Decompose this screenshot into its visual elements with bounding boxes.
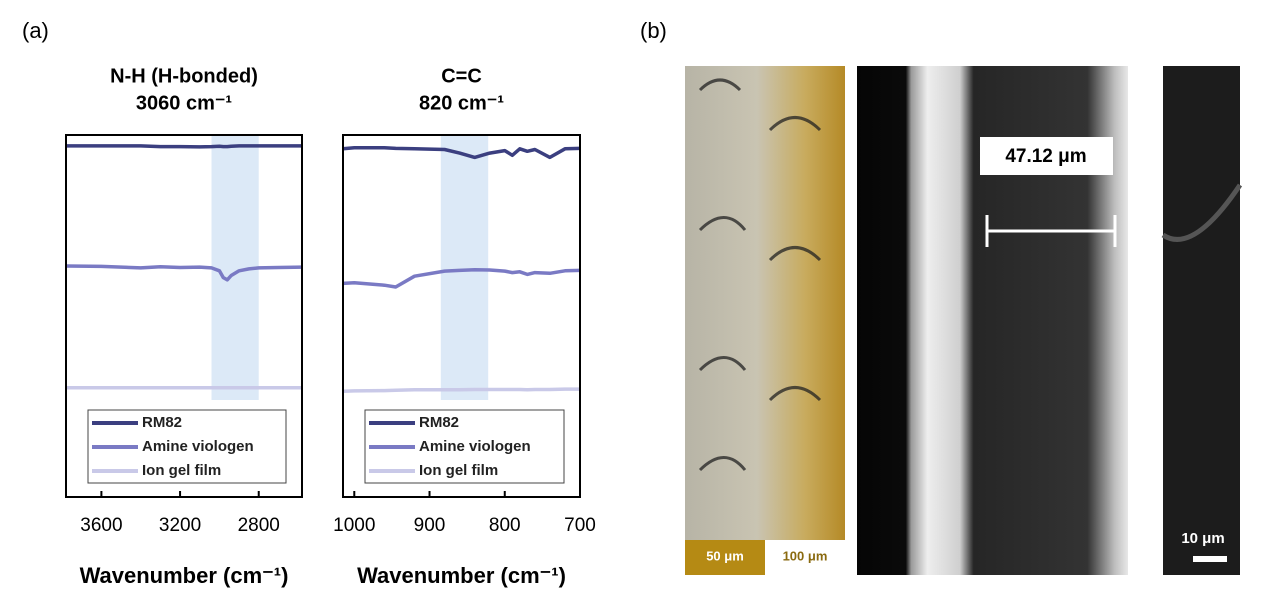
panel-label: (a) (22, 18, 49, 43)
chart-subtitle: 820 cm⁻¹ (419, 92, 504, 114)
scale-bar (1193, 556, 1227, 562)
spectrum-line (65, 264, 303, 282)
legend-label: RM82 (142, 414, 182, 431)
measure-box (980, 137, 1113, 175)
scale-label: 50 μm (706, 548, 744, 563)
chart-subtitle: 3060 cm⁻¹ (136, 92, 233, 114)
scale-box (685, 540, 765, 575)
plot-frame (342, 134, 581, 498)
fiber (1161, 183, 1243, 242)
legend-label: Ion gel film (419, 462, 498, 479)
legend-label: Ion gel film (142, 462, 221, 479)
x-axis-label: Wavenumber (cm⁻¹) (80, 563, 289, 588)
x-tick-label: 3600 (80, 515, 122, 536)
x-tick-label: 800 (489, 515, 521, 536)
legend-label: Amine viologen (419, 438, 531, 455)
scale-label: 10 μm (1181, 530, 1224, 547)
spectrum-line (66, 144, 302, 149)
photo-text (698, 78, 822, 472)
spectrum-line (342, 267, 581, 289)
highlight-band (440, 135, 489, 400)
legend-label: Amine viologen (142, 438, 254, 455)
measure-bar (985, 215, 1117, 247)
optical-photo: 50 μm 100 μm (685, 66, 845, 575)
x-tick-label: 700 (564, 515, 596, 536)
measure-label: 47.12 μm (1005, 146, 1086, 167)
x-axis-label: Wavenumber (cm⁻¹) (357, 563, 566, 588)
x-tick-label: 2800 (238, 515, 280, 536)
chart-title: C=C (441, 65, 482, 87)
panel-label: (b) (640, 18, 667, 43)
spectrum-line (342, 145, 581, 160)
photo (685, 66, 845, 540)
spectrum-line (342, 387, 580, 394)
scale-label: 100 μm (783, 548, 828, 563)
x-tick-label: 900 (414, 515, 446, 536)
chart-title: N-H (H-bonded) (110, 65, 258, 87)
x-tick-label: 3200 (159, 515, 201, 536)
sem-zoom (1163, 66, 1240, 575)
sem-image: 47.12 μm 10 μm (857, 66, 1243, 575)
legend-label: RM82 (419, 414, 459, 431)
plot-frame (65, 134, 303, 498)
x-tick-label: 1000 (333, 515, 375, 536)
